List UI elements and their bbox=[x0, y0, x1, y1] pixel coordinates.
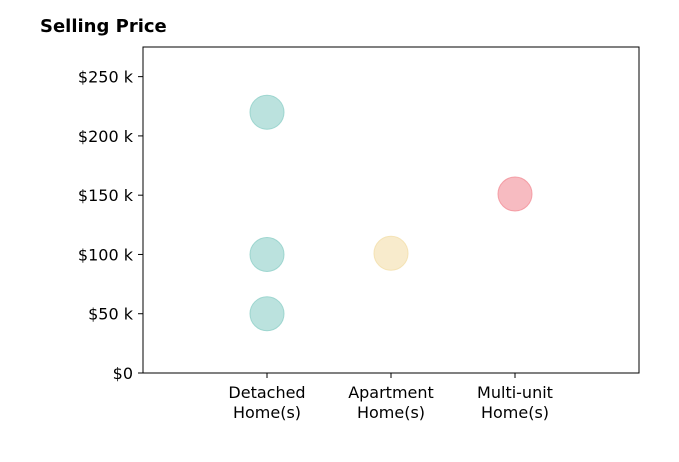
x-tick-label: Apartment Home(s) bbox=[348, 383, 434, 422]
x-axis: Detached Home(s) Apartment Home(s) Multi-uni… bbox=[228, 373, 553, 422]
x-tick-label: Multi-unit Home(s) bbox=[477, 383, 553, 422]
y-tick-label: $200 k bbox=[78, 127, 134, 146]
y-tick-label: $150 k bbox=[78, 186, 134, 205]
y-tick-label: $250 k bbox=[78, 68, 134, 87]
data-points bbox=[249, 94, 533, 332]
data-point bbox=[249, 94, 285, 130]
data-point bbox=[497, 176, 533, 212]
data-point bbox=[373, 235, 409, 271]
y-tick-label: $50 k bbox=[88, 305, 134, 324]
y-tick-label: $100 k bbox=[78, 245, 134, 264]
data-point bbox=[249, 296, 285, 332]
chart-title: Selling Price bbox=[40, 16, 167, 37]
plot-frame bbox=[142, 46, 640, 374]
x-tick-label: Detached Home(s) bbox=[228, 383, 305, 422]
data-point bbox=[249, 236, 285, 272]
y-axis: $0 $50 k $100 k $150 k $200 k $250 k bbox=[78, 68, 143, 383]
y-tick-label: $0 bbox=[113, 364, 133, 383]
